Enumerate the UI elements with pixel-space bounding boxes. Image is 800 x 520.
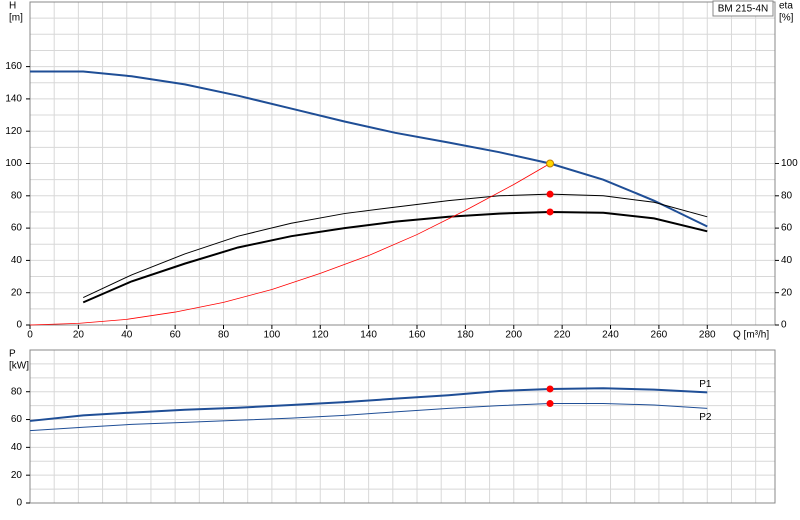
y-axis-label: P	[9, 349, 16, 360]
operating-point	[546, 400, 554, 408]
y-tick-label: 60	[11, 414, 23, 425]
y-tick-label: 120	[5, 126, 22, 137]
operating-point	[546, 159, 555, 168]
y2-tick-label: 0	[781, 320, 787, 331]
x-tick-label: 160	[409, 330, 426, 341]
x-tick-label: 100	[264, 330, 281, 341]
series-line	[29, 387, 708, 422]
x-tick-label: 80	[218, 330, 230, 341]
y-axis-label: [kW]	[9, 361, 29, 372]
operating-point	[546, 190, 554, 198]
x-tick-label: 20	[73, 330, 85, 341]
series-line	[82, 210, 708, 304]
y-tick-label: 0	[16, 498, 22, 509]
x-tick-label: 60	[170, 330, 182, 341]
x-tick-label: 0	[27, 330, 33, 341]
annotation: BM 215-4N	[718, 4, 769, 15]
x-tick-label: 120	[312, 330, 329, 341]
plot-frame	[29, 349, 776, 504]
y-tick-label: 160	[5, 61, 22, 72]
x-tick-label: 260	[651, 330, 668, 341]
y-tick-label: 0	[16, 320, 22, 331]
y-tick-label: 100	[5, 158, 22, 169]
x-tick-label: 220	[554, 330, 571, 341]
y-tick-label: 20	[11, 287, 23, 298]
y-tick-label: 60	[11, 223, 23, 234]
y-tick-label: 40	[11, 442, 23, 453]
operating-point	[546, 208, 554, 216]
y-axis-label: [m]	[9, 13, 23, 24]
legend-label: P2	[699, 412, 712, 423]
x-tick-label: 280	[699, 330, 716, 341]
y-tick-label: 80	[11, 386, 23, 397]
y-tick-label: 40	[11, 255, 23, 266]
x-tick-label: 40	[121, 330, 133, 341]
y2-tick-label: 80	[781, 190, 793, 201]
y2-tick-label: 60	[781, 223, 793, 234]
x-tick-label: 140	[360, 330, 377, 341]
x-axis-label: Q [m³/h]	[733, 330, 769, 341]
x-tick-label: 240	[602, 330, 619, 341]
x-tick-label: 200	[505, 330, 522, 341]
series-line	[29, 403, 708, 432]
series-line	[30, 70, 708, 228]
operating-point	[546, 385, 554, 393]
legend-label: P1	[699, 379, 712, 390]
annotation-box	[712, 0, 774, 17]
y-axis-label: H	[9, 1, 16, 12]
series-line	[83, 193, 708, 298]
y-tick-label: 140	[5, 94, 22, 105]
y-tick-label: 20	[11, 470, 23, 481]
series-line	[29, 163, 551, 326]
x-tick-label: 180	[457, 330, 474, 341]
y2-axis-label: eta	[779, 1, 793, 12]
y2-axis-label: [%]	[779, 13, 794, 24]
y2-tick-label: 40	[781, 255, 793, 266]
y-tick-label: 80	[11, 190, 23, 201]
y2-tick-label: 100	[781, 158, 798, 169]
y2-tick-label: 20	[781, 287, 793, 298]
